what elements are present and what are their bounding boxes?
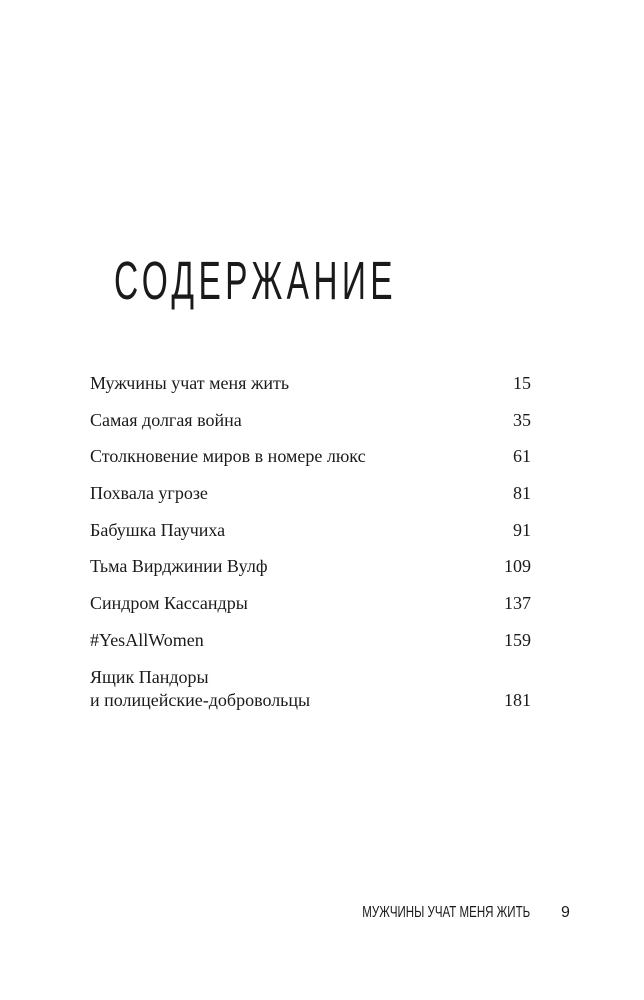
toc-entry-title: Самая долгая война: [90, 409, 242, 430]
toc-entry-title: Похвала угрозе: [90, 483, 208, 504]
toc-entry: Синдром Кассандры 137: [90, 592, 531, 615]
toc-entry-title: Бабушка Паучиха: [90, 519, 226, 540]
toc-entry-title: Синдром Кассандры: [90, 593, 248, 614]
toc-entry: Ящик Пандоры и полицейские-добровольцы 18…: [90, 666, 531, 712]
toc-entry-page: 137: [504, 593, 531, 614]
toc-entry: Тьма Вирджинии Вулф 109: [90, 555, 531, 578]
toc-entry-page: 81: [513, 483, 531, 504]
toc-entry: Самая долгая война 35: [90, 409, 531, 432]
toc-entry-page: 181: [504, 689, 531, 710]
toc-entry: #YesAllWomen 159: [90, 629, 531, 652]
toc-entry-title: #YesAllWomen: [90, 629, 204, 650]
table-of-contents: Мужчины учат меня жить 15 Самая долгая во…: [90, 372, 531, 725]
toc-entry: Столкновение миров в номере люкс 61: [90, 445, 531, 468]
toc-entry-title: Мужчины учат меня жить: [90, 373, 290, 393]
toc-entry: Похвала угрозе 81: [90, 482, 531, 505]
toc-entry-page: 35: [513, 409, 531, 430]
page-title: СОДЕРЖАНИЕ: [114, 251, 397, 311]
toc-entry: Мужчины учат меня жить 15: [90, 372, 531, 395]
toc-entry-title: Столкновение миров в номере люкс: [90, 446, 366, 467]
toc-entry-title: Ящик Пандоры и полицейские-добровольцы: [90, 666, 311, 710]
toc-entry-page: 61: [513, 446, 531, 467]
running-head: МУЖЧИНЫ УЧАТ МЕНЯ ЖИТЬ: [362, 904, 530, 921]
toc-entry-page: 91: [513, 519, 531, 540]
page-number: 9: [561, 904, 570, 921]
toc-entry-page: 109: [504, 556, 531, 577]
toc-entry-page: 159: [504, 629, 531, 650]
toc-entry-page: 15: [513, 373, 531, 393]
toc-entry-title: Тьма Вирджинии Вулф: [90, 556, 268, 577]
toc-entry: Бабушка Паучиха 91: [90, 519, 531, 542]
